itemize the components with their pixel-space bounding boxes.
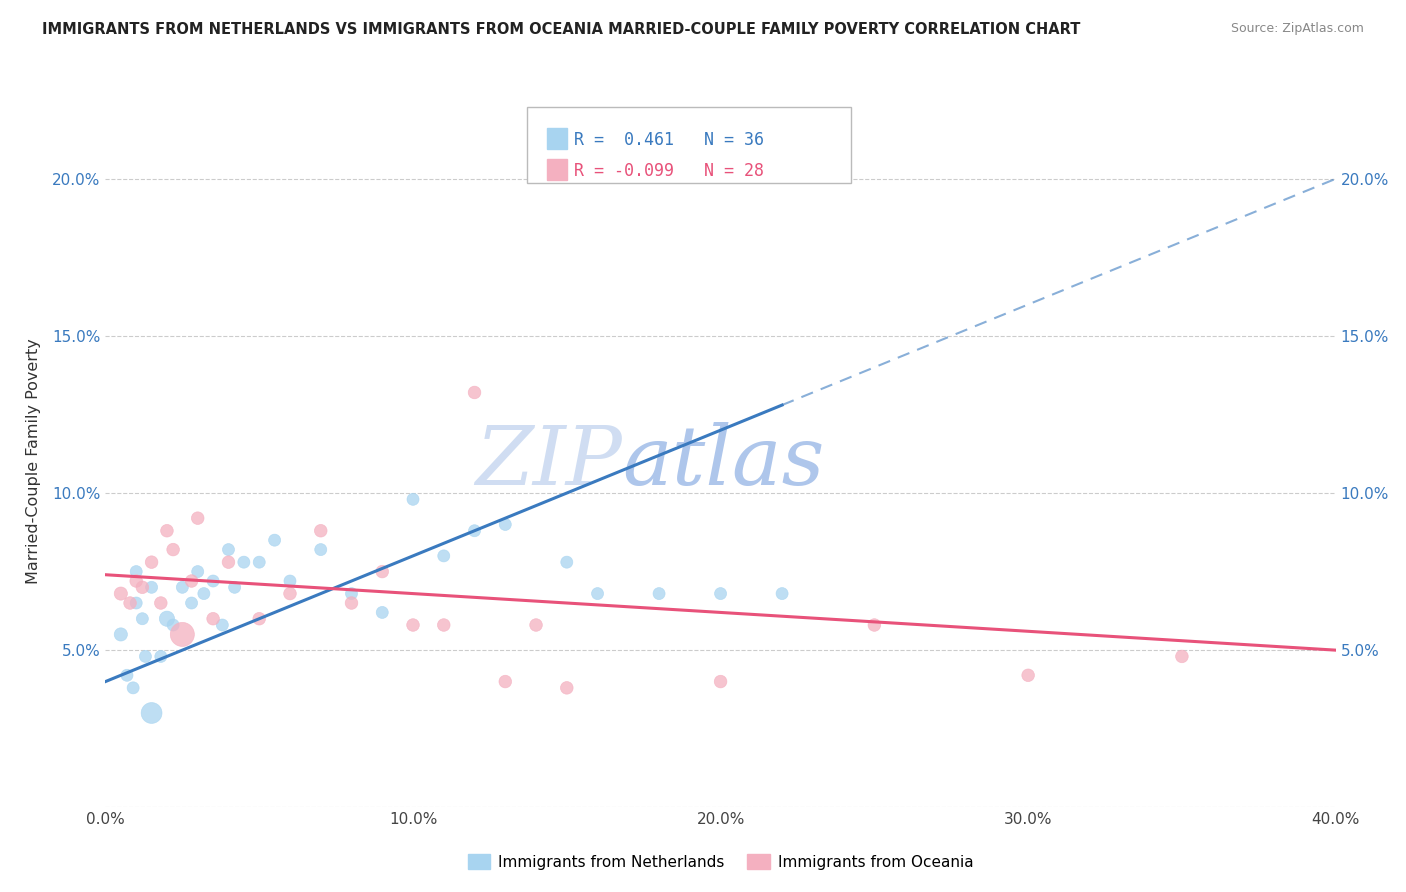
Point	[193, 586, 215, 600]
Text: IMMIGRANTS FROM NETHERLANDS VS IMMIGRANTS FROM OCEANIA MARRIED-COUPLE FAMILY POV: IMMIGRANTS FROM NETHERLANDS VS IMMIGRANT…	[42, 22, 1081, 37]
Point	[263, 533, 285, 548]
Point	[156, 612, 179, 626]
Text: Source: ZipAtlas.com: Source: ZipAtlas.com	[1230, 22, 1364, 36]
Text: ZIP: ZIP	[475, 422, 621, 501]
Point	[149, 649, 172, 664]
Text: R = -0.099   N = 28: R = -0.099 N = 28	[574, 162, 763, 180]
Point	[555, 555, 578, 569]
Point	[247, 555, 270, 569]
Point	[402, 492, 425, 507]
Text: R =  0.461   N = 36: R = 0.461 N = 36	[574, 131, 763, 149]
Point	[464, 385, 486, 400]
Point	[149, 596, 172, 610]
Point	[494, 674, 516, 689]
Point	[218, 542, 240, 557]
Point	[202, 574, 225, 588]
Point	[172, 580, 194, 594]
Point	[247, 612, 270, 626]
Point	[340, 596, 363, 610]
Point	[309, 542, 332, 557]
Point	[131, 612, 153, 626]
Point	[371, 565, 394, 579]
Point	[125, 565, 148, 579]
Point	[141, 555, 163, 569]
Point	[131, 580, 153, 594]
Point	[524, 618, 547, 632]
Point	[710, 586, 733, 600]
Point	[555, 681, 578, 695]
Point	[309, 524, 332, 538]
Point	[586, 586, 609, 600]
Point	[1171, 649, 1194, 664]
Point	[110, 627, 132, 641]
Point	[162, 542, 184, 557]
Point	[770, 586, 793, 600]
Point	[648, 586, 671, 600]
Point	[211, 618, 233, 632]
Point	[110, 586, 132, 600]
Point	[340, 586, 363, 600]
Point	[120, 596, 141, 610]
Text: atlas: atlas	[621, 422, 824, 501]
Point	[402, 618, 425, 632]
Point	[141, 706, 163, 720]
Legend: Immigrants from Netherlands, Immigrants from Oceania: Immigrants from Netherlands, Immigrants …	[461, 847, 980, 876]
Point	[122, 681, 145, 695]
Point	[433, 549, 456, 563]
Point	[187, 565, 209, 579]
Point	[162, 618, 184, 632]
Point	[125, 574, 148, 588]
Point	[125, 596, 148, 610]
Y-axis label: Married-Couple Family Poverty: Married-Couple Family Poverty	[27, 339, 41, 584]
Point	[115, 668, 138, 682]
Point	[494, 517, 516, 532]
Point	[371, 606, 394, 620]
Point	[1017, 668, 1039, 682]
Point	[224, 580, 246, 594]
Point	[278, 574, 301, 588]
Point	[156, 524, 179, 538]
Point	[187, 511, 209, 525]
Point	[433, 618, 456, 632]
Point	[218, 555, 240, 569]
Point	[180, 596, 202, 610]
Point	[710, 674, 733, 689]
Point	[180, 574, 202, 588]
Point	[863, 618, 886, 632]
Point	[278, 586, 301, 600]
Point	[202, 612, 225, 626]
Point	[134, 649, 156, 664]
Point	[464, 524, 486, 538]
Point	[141, 580, 163, 594]
Point	[232, 555, 254, 569]
Point	[172, 627, 194, 641]
